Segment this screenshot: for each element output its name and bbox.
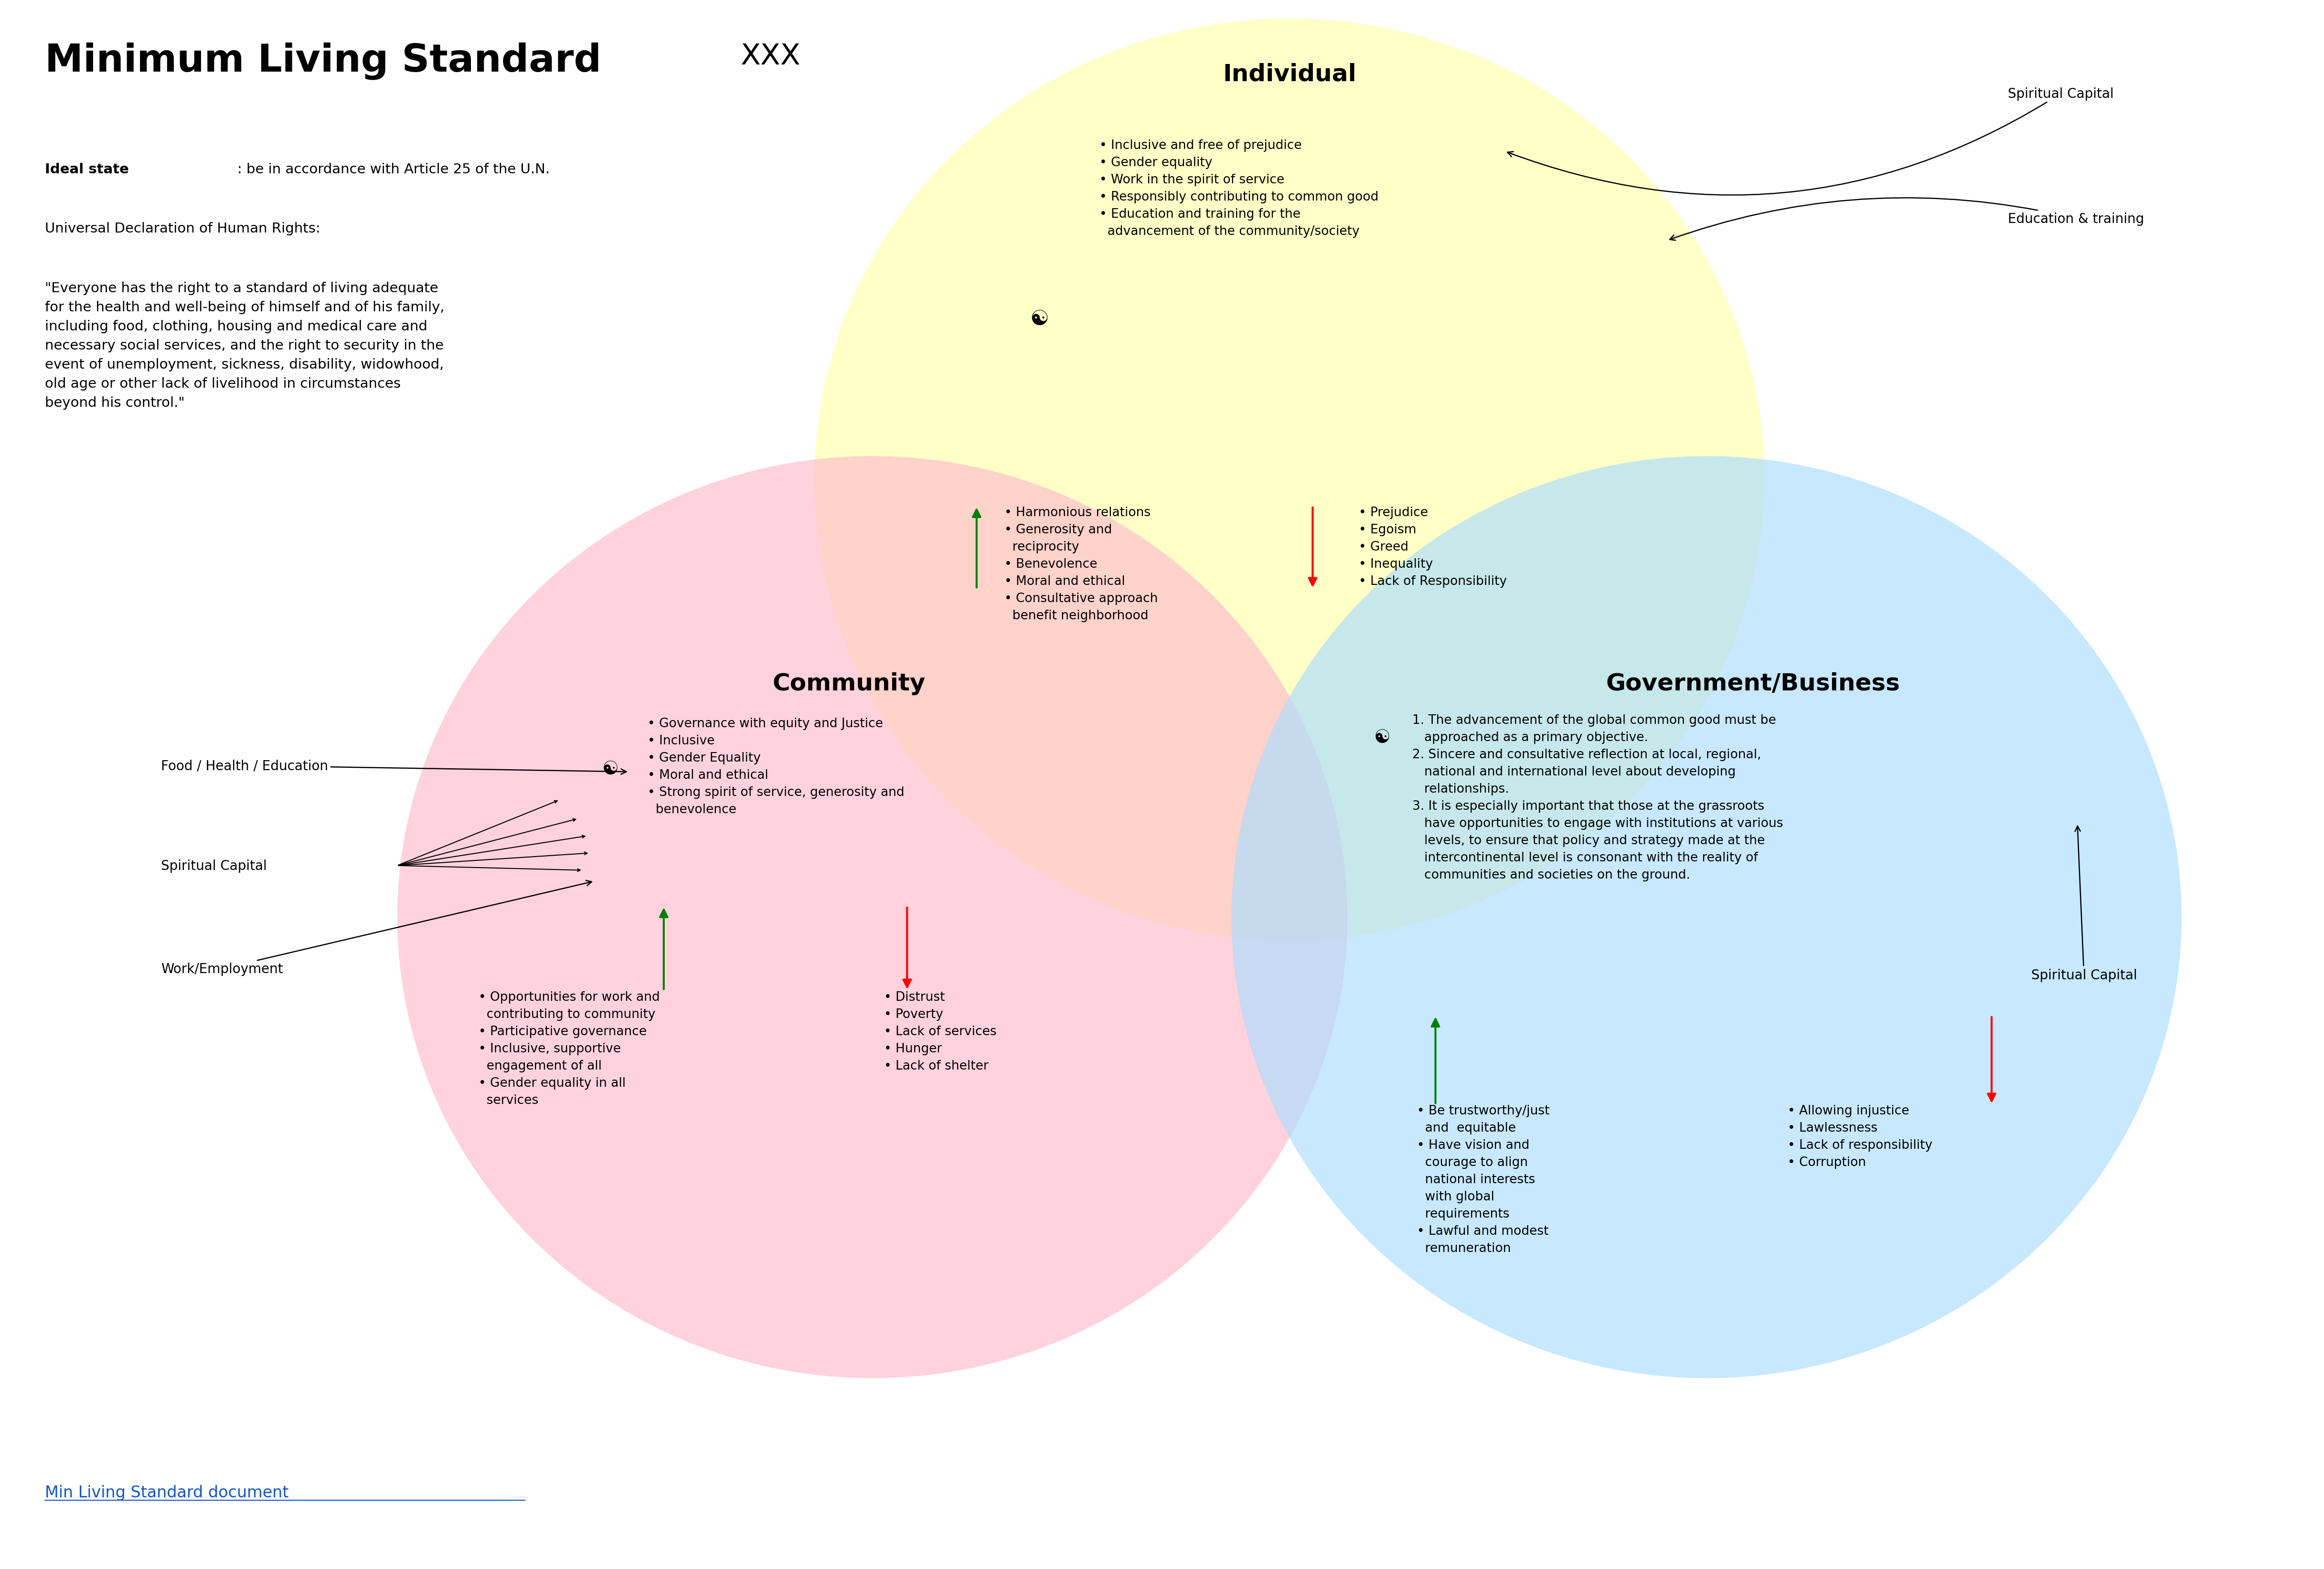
Text: Spiritual Capital: Spiritual Capital [160, 860, 267, 872]
Text: Spiritual Capital: Spiritual Capital [1508, 88, 2115, 196]
Text: • Inclusive and free of prejudice
• Gender equality
• Work in the spirit of serv: • Inclusive and free of prejudice • Gend… [1099, 140, 1378, 237]
Text: • Governance with equity and Justice
• Inclusive
• Gender Equality
• Moral and e: • Governance with equity and Justice • I… [648, 717, 904, 816]
Text: "Everyone has the right to a standard of living adequate
for the health and well: "Everyone has the right to a standard of… [44, 281, 444, 410]
Text: • Prejudice
• Egoism
• Greed
• Inequality
• Lack of Responsibility: • Prejudice • Egoism • Greed • Inequalit… [1360, 507, 1506, 587]
Text: 1. The advancement of the global common good must be
   approached as a primary : 1. The advancement of the global common … [1413, 714, 1783, 882]
Text: Community: Community [772, 672, 925, 695]
Text: Ideal state: Ideal state [44, 163, 130, 176]
Ellipse shape [1232, 457, 2182, 1378]
Text: Food / Health / Education: Food / Health / Education [160, 759, 627, 775]
Text: • Allowing injustice
• Lawlessness
• Lack of responsibility
• Corruption: • Allowing injustice • Lawlessness • Lac… [1787, 1105, 1934, 1169]
Text: Education & training: Education & training [1669, 198, 2145, 240]
Text: • Harmonious relations
• Generosity and
  reciprocity
• Benevolence
• Moral and : • Harmonious relations • Generosity and … [1004, 507, 1157, 621]
Text: • Opportunities for work and
  contributing to community
• Participative governa: • Opportunities for work and contributin… [479, 990, 660, 1106]
Text: ☯: ☯ [1373, 728, 1390, 747]
Text: Universal Declaration of Human Rights:: Universal Declaration of Human Rights: [44, 223, 321, 235]
Text: Work/Employment: Work/Employment [160, 880, 593, 976]
Text: Government/Business: Government/Business [1606, 672, 1901, 695]
Text: ☯: ☯ [602, 759, 618, 778]
Text: XXX: XXX [741, 42, 799, 71]
Text: Individual: Individual [1222, 63, 1357, 86]
Text: : be in accordance with Article 25 of the U.N.: : be in accordance with Article 25 of th… [237, 163, 551, 176]
Text: • Distrust
• Poverty
• Lack of services
• Hunger
• Lack of shelter: • Distrust • Poverty • Lack of services … [883, 990, 997, 1072]
Text: Minimum Living Standard: Minimum Living Standard [44, 42, 602, 80]
Text: Spiritual Capital: Spiritual Capital [2031, 827, 2138, 982]
Text: Min Living Standard document: Min Living Standard document [44, 1484, 288, 1500]
Text: ☯: ☯ [1030, 309, 1048, 329]
Text: • Be trustworthy/just
  and  equitable
• Have vision and
  courage to align
  na: • Be trustworthy/just and equitable • Ha… [1418, 1105, 1550, 1255]
Ellipse shape [813, 19, 1764, 941]
Ellipse shape [397, 457, 1348, 1378]
